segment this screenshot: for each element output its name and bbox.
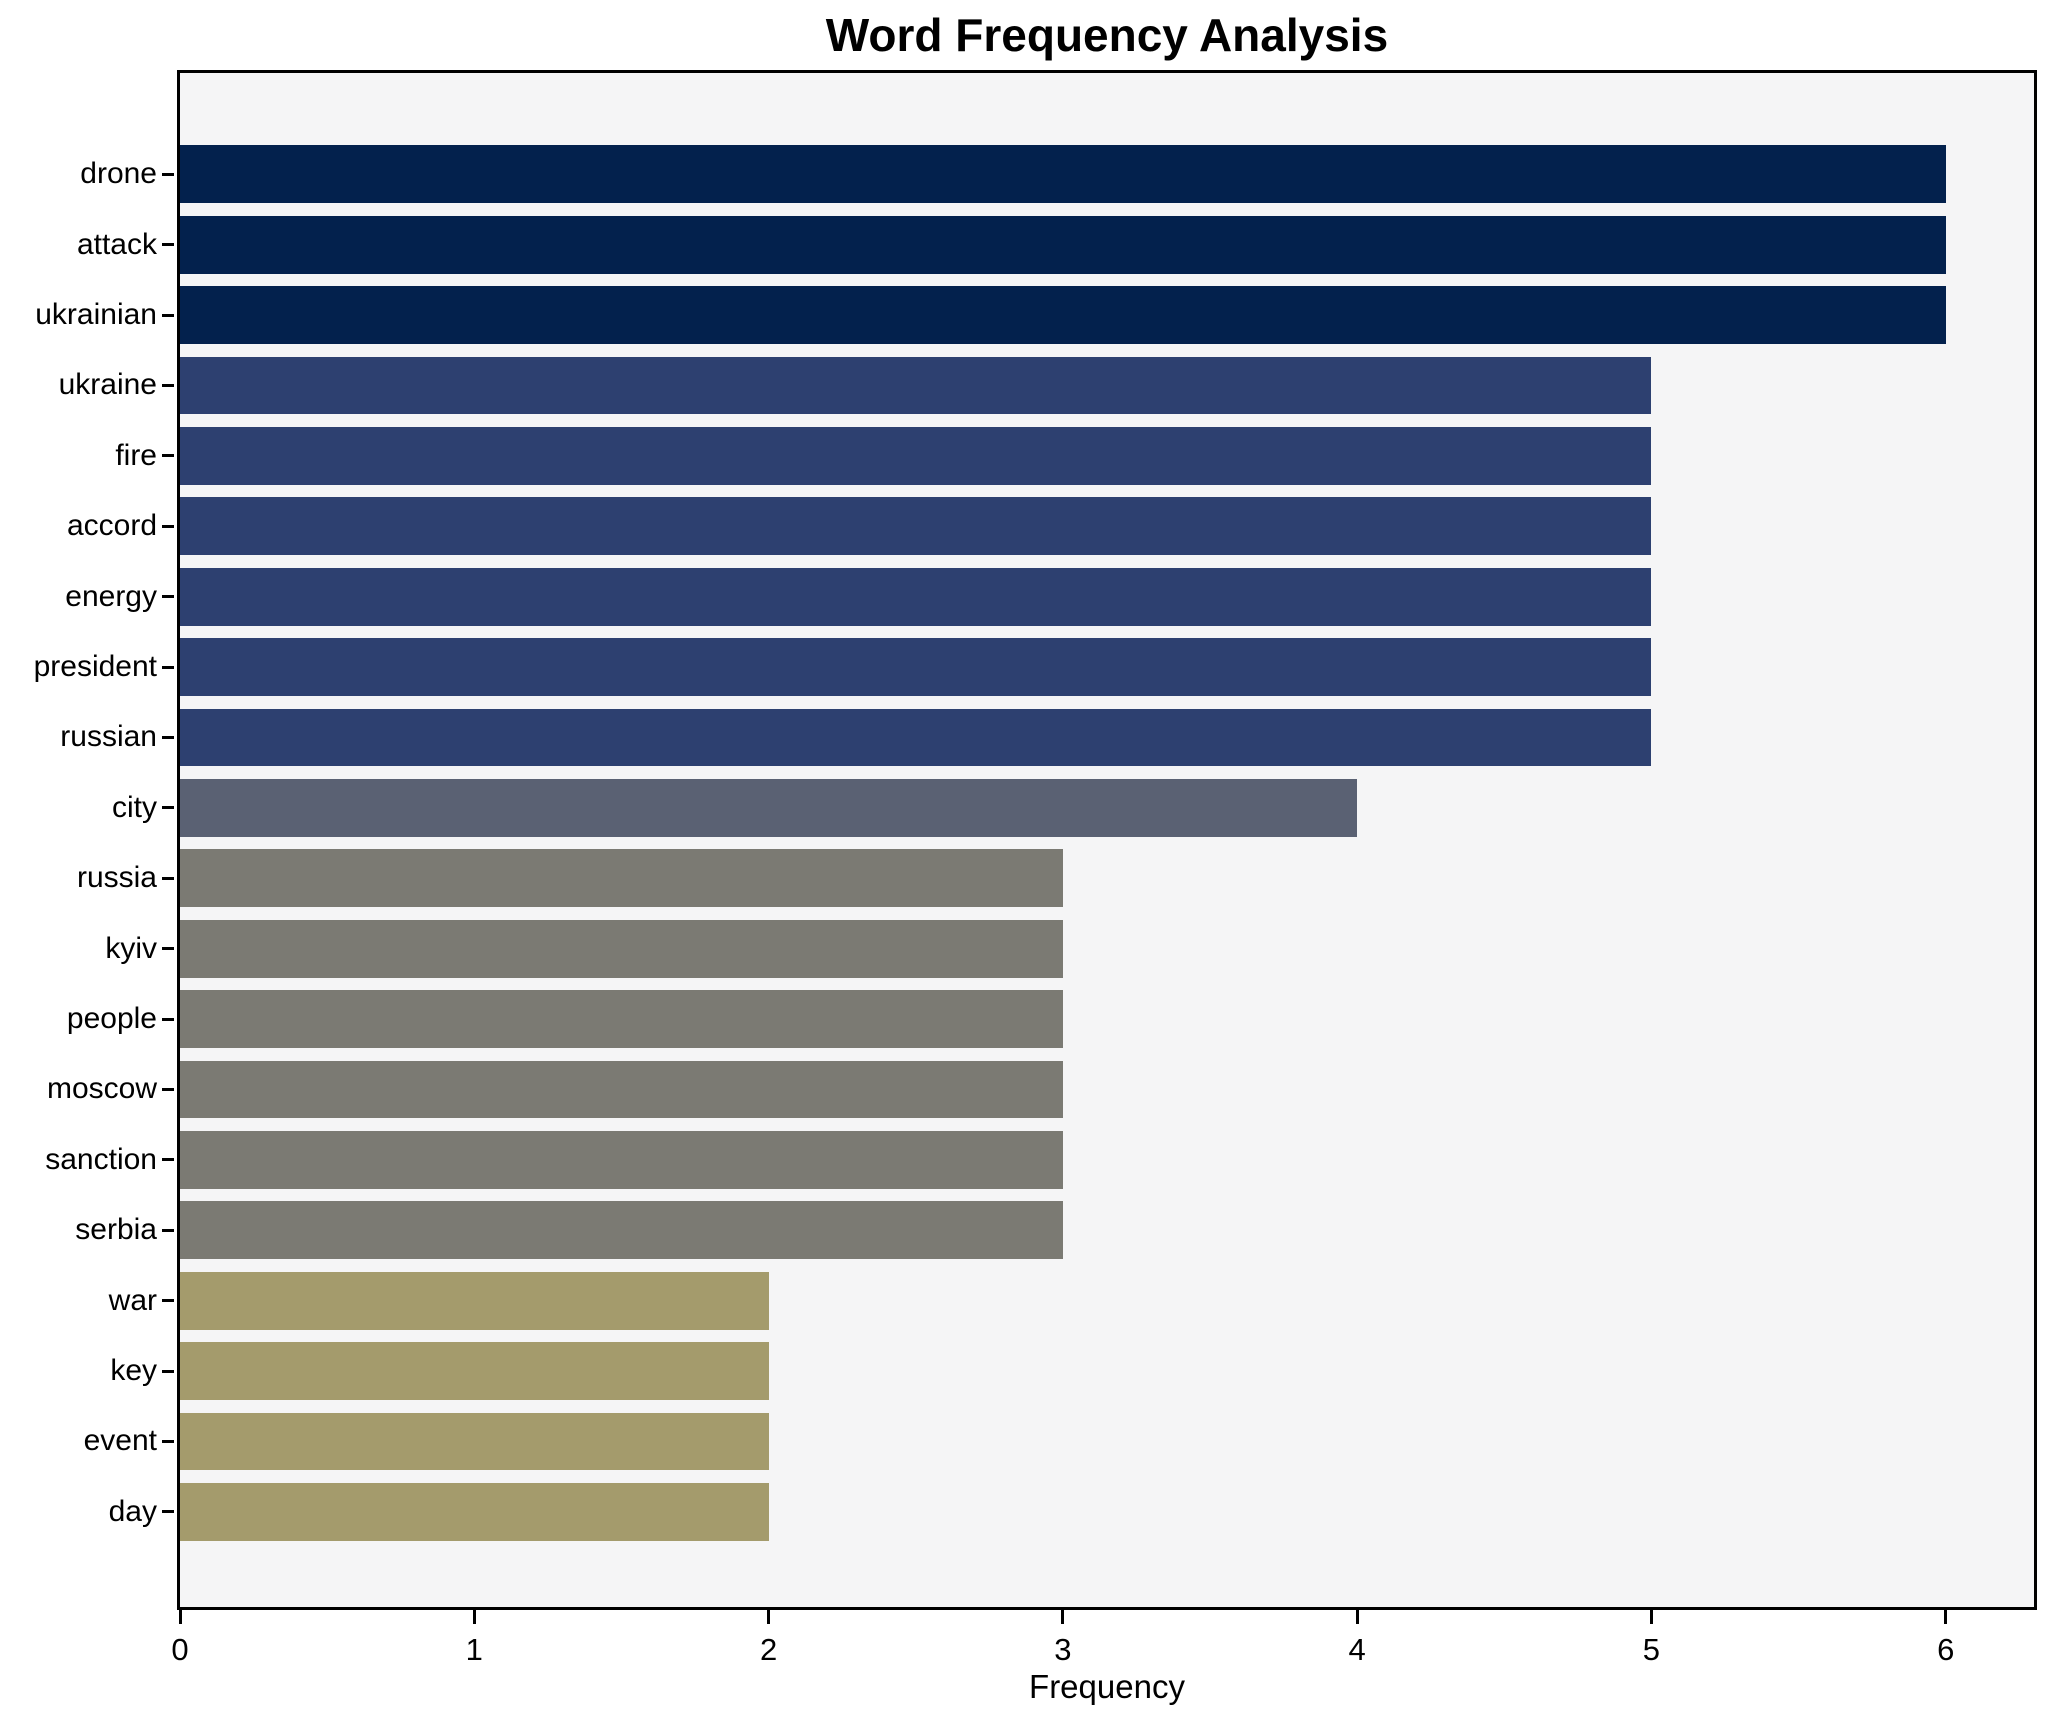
bar-ukrainian	[180, 286, 1946, 344]
bar-moscow	[180, 1060, 1063, 1119]
x-tick	[1061, 1610, 1065, 1624]
bar-day	[180, 1483, 769, 1541]
x-tick	[767, 1610, 771, 1624]
y-tick-label-serbia: serbia	[75, 1213, 157, 1247]
y-tick-label-city: city	[112, 790, 157, 824]
y-tick	[162, 1439, 174, 1443]
y-tick-label-event: event	[83, 1424, 157, 1458]
x-tick	[178, 1610, 182, 1624]
chart-title: Word Frequency Analysis	[825, 9, 1389, 61]
bar-attack	[180, 215, 1946, 274]
y-tick	[162, 1158, 174, 1162]
y-tick	[162, 1087, 174, 1091]
x-tick-label-1: 1	[465, 1632, 483, 1667]
y-tick-label-fire: fire	[115, 438, 157, 472]
x-tick	[472, 1610, 476, 1624]
y-tick-label-ukraine: ukraine	[58, 368, 157, 402]
y-tick-label-drone: drone	[80, 157, 157, 191]
y-tick	[162, 947, 174, 951]
y-tick	[162, 1299, 174, 1303]
y-tick-label-war: war	[108, 1283, 157, 1317]
y-tick	[162, 313, 174, 317]
y-tick	[162, 876, 174, 880]
bar-city	[180, 779, 1358, 837]
y-tick	[162, 665, 174, 669]
bar-war	[180, 1271, 769, 1330]
y-tick	[162, 383, 174, 387]
y-tick-label-attack: attack	[76, 227, 157, 261]
x-tick-label-4: 4	[1348, 1632, 1366, 1667]
x-tick-label-0: 0	[171, 1632, 189, 1667]
x-tick-label-2: 2	[759, 1632, 778, 1667]
bar-accord	[180, 497, 1652, 556]
y-tick-label-key: key	[110, 1354, 157, 1388]
y-tick-label-ukrainian: ukrainian	[35, 298, 157, 332]
x-axis-label: Frequency	[1029, 1668, 1185, 1705]
y-tick	[162, 172, 174, 176]
y-tick-label-sanction: sanction	[45, 1142, 157, 1176]
bar-russian	[180, 708, 1652, 767]
x-tick	[1355, 1610, 1359, 1624]
x-tick-label-3: 3	[1054, 1632, 1072, 1667]
bar-key	[180, 1342, 769, 1400]
bar-sanction	[180, 1131, 1063, 1189]
bar-event	[180, 1412, 769, 1471]
y-tick	[162, 806, 174, 810]
bar-russia	[180, 849, 1063, 908]
y-tick	[162, 595, 174, 599]
x-tick-label-6: 6	[1937, 1632, 1955, 1667]
bar-kyiv	[180, 919, 1063, 978]
x-tick	[1649, 1610, 1653, 1624]
y-tick	[162, 524, 174, 528]
plot-area	[177, 70, 2037, 1610]
y-tick	[162, 1510, 174, 1514]
y-tick-label-russia: russia	[76, 861, 157, 895]
y-tick-label-people: people	[66, 1002, 157, 1036]
y-tick	[162, 1369, 174, 1373]
y-tick	[162, 243, 174, 247]
y-tick-label-day: day	[108, 1494, 157, 1528]
y-tick-label-russian: russian	[60, 720, 157, 754]
y-tick-label-accord: accord	[66, 509, 157, 543]
bar-people	[180, 990, 1063, 1048]
x-tick	[1944, 1610, 1948, 1624]
y-tick	[162, 1017, 174, 1021]
bar-energy	[180, 567, 1652, 626]
bar-fire	[180, 426, 1652, 485]
y-tick-label-moscow: moscow	[46, 1072, 157, 1106]
bar-drone	[180, 145, 1946, 204]
bar-ukraine	[180, 356, 1652, 415]
x-tick-label-5: 5	[1642, 1632, 1661, 1667]
bar-serbia	[180, 1201, 1063, 1260]
y-tick	[162, 1228, 174, 1232]
y-tick-label-president: president	[33, 650, 157, 684]
y-tick	[162, 454, 174, 458]
y-tick	[162, 735, 174, 739]
y-tick-label-kyiv: kyiv	[105, 931, 157, 965]
y-tick-label-energy: energy	[65, 579, 157, 613]
bar-president	[180, 638, 1652, 696]
